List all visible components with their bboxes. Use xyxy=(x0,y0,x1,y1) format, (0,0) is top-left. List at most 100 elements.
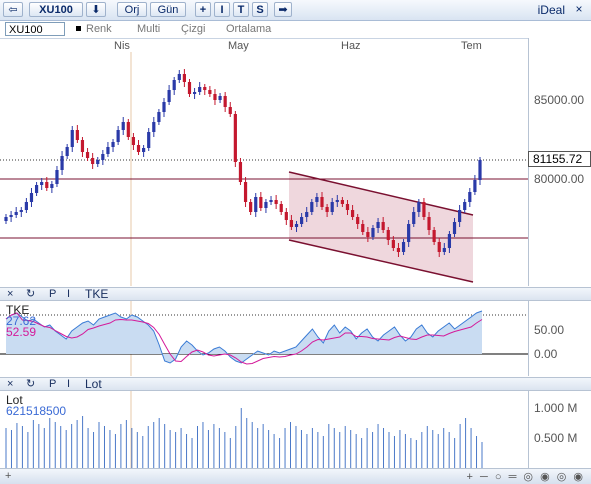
candle-body xyxy=(80,140,85,152)
tke-scale[interactable]: 50.00 0.00 xyxy=(528,301,591,376)
candle-body xyxy=(356,217,360,224)
main-toolbar: ⇦ XU100 ⬇ Orj Gün + I T S ➡ iDeal × xyxy=(0,0,591,21)
candle-body xyxy=(182,74,186,82)
volume-chart[interactable] xyxy=(0,391,528,468)
candle-body xyxy=(274,200,278,204)
candle-body xyxy=(376,222,380,228)
multi-option[interactable]: Multi xyxy=(137,23,161,35)
symbol-button[interactable]: XU100 xyxy=(29,2,83,17)
volume-value: 621518500 xyxy=(6,404,67,418)
candle-body xyxy=(172,80,176,90)
tke-name: TKE xyxy=(6,303,30,317)
indicator-button[interactable]: I xyxy=(214,2,230,17)
tke-value: 27.62 xyxy=(6,314,37,328)
tke-chart-pane[interactable]: TKE 27.62 52.59 xyxy=(0,301,528,376)
candle-body xyxy=(177,74,181,80)
candle-body xyxy=(366,232,370,237)
strategy-button[interactable]: S xyxy=(252,2,268,17)
candle-body xyxy=(40,182,44,185)
month-label: Tem xyxy=(461,40,482,52)
tke-tick: 50.00 xyxy=(534,323,565,337)
candle-body xyxy=(101,154,105,160)
candle-body xyxy=(213,94,217,100)
candle-body xyxy=(147,132,151,148)
volume-scale[interactable]: 1.000 M 0.500 M xyxy=(528,391,591,468)
candle-body xyxy=(279,204,283,212)
period-button[interactable]: Orj xyxy=(117,2,147,17)
candle-body xyxy=(75,130,79,140)
candle-body xyxy=(91,158,95,164)
candle-body xyxy=(192,92,197,94)
candle-body xyxy=(458,210,462,222)
symbol-field[interactable]: XU100 xyxy=(5,22,65,36)
price-chart[interactable] xyxy=(0,52,528,286)
price-scale[interactable]: 85000.00 80000.00 81155.72 xyxy=(528,38,591,286)
zoom-in-icon[interactable]: + xyxy=(5,470,12,482)
info-button[interactable]: I xyxy=(67,378,71,390)
price-tick: 85000.00 xyxy=(534,93,585,107)
candle-body xyxy=(60,156,64,170)
candle-body xyxy=(427,217,431,230)
candle-body xyxy=(381,222,385,230)
candle-body xyxy=(208,90,212,94)
candle-body xyxy=(401,242,406,252)
volume-name: Lot xyxy=(6,393,23,407)
price-tick: 80000.00 xyxy=(534,172,585,186)
candle-body xyxy=(111,142,115,147)
candle-body xyxy=(320,197,324,207)
tke-tick: 0.00 xyxy=(534,347,558,361)
candle-body xyxy=(442,248,446,252)
candle-body xyxy=(9,215,13,217)
candle-body xyxy=(463,202,467,210)
candle-body xyxy=(34,185,39,193)
tke-chart[interactable] xyxy=(0,301,528,376)
candle-body xyxy=(233,114,237,162)
navigation-controls[interactable]: + ─ ○ ═ ◎ ◉ ◎ ◉ xyxy=(466,471,585,483)
candle-body xyxy=(422,202,426,217)
candle-body xyxy=(259,197,263,208)
candle-body xyxy=(391,240,395,248)
interval-button[interactable]: Gün xyxy=(150,2,186,17)
back-arrow-icon[interactable]: ⇦ xyxy=(3,2,23,17)
down-arrow-icon[interactable]: ⬇ xyxy=(86,2,106,17)
draw-option[interactable]: Çizgi xyxy=(181,23,206,35)
candle-body xyxy=(85,152,90,158)
refresh-icon[interactable]: ↻ xyxy=(26,288,36,300)
properties-button[interactable]: P xyxy=(49,288,57,300)
close-icon[interactable]: × xyxy=(7,288,14,300)
candle-body xyxy=(157,112,161,122)
candlesticks xyxy=(4,69,482,257)
average-option[interactable]: Ortalama xyxy=(226,23,272,35)
volume-chart-pane[interactable]: Lot 621518500 xyxy=(0,391,528,468)
volume-pane-header: × ↻ P I Lot xyxy=(0,377,591,391)
color-option[interactable]: Renk xyxy=(86,23,112,35)
price-chart-pane[interactable] xyxy=(0,52,528,286)
add-button[interactable]: + xyxy=(195,2,211,17)
candle-body xyxy=(4,217,8,221)
month-label: Nis xyxy=(114,40,130,52)
tke-line xyxy=(5,310,483,364)
refresh-icon[interactable]: ↻ xyxy=(26,378,36,390)
candle-body xyxy=(452,222,457,234)
tke-area xyxy=(6,311,482,363)
candle-body xyxy=(249,202,253,212)
info-button[interactable]: I xyxy=(67,288,71,300)
close-icon[interactable]: × xyxy=(575,2,583,16)
candle-body xyxy=(223,96,227,107)
right-arrow-icon[interactable]: ➡ xyxy=(274,2,292,17)
channel-lower-line xyxy=(288,239,474,283)
trend-channel xyxy=(289,172,473,282)
trend-button[interactable]: T xyxy=(233,2,249,17)
close-icon[interactable]: × xyxy=(7,378,14,390)
candle-body xyxy=(447,234,452,248)
tke-signal-line xyxy=(5,312,483,365)
candle-body xyxy=(24,202,28,210)
candle-body xyxy=(335,200,339,202)
candle-body xyxy=(437,242,441,252)
candle-body xyxy=(238,162,243,182)
candle-body xyxy=(14,212,18,215)
candle-body xyxy=(116,130,120,142)
candle-body xyxy=(131,137,136,145)
properties-button[interactable]: P xyxy=(49,378,57,390)
candle-body xyxy=(254,197,258,212)
